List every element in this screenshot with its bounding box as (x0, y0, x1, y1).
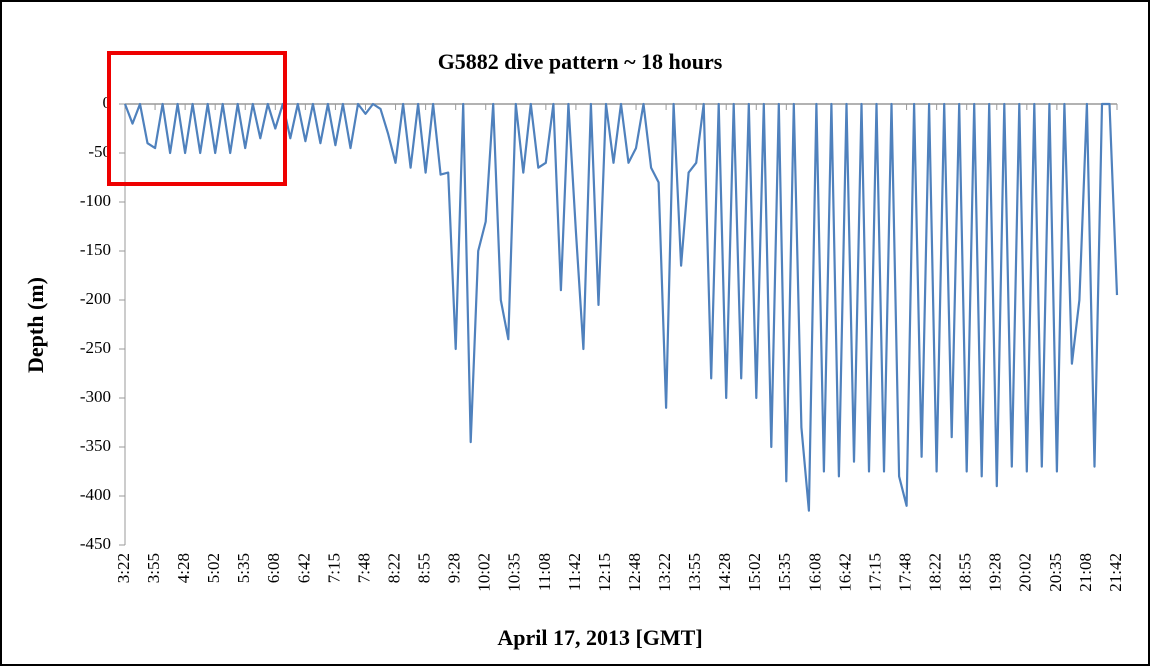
x-tick-label: 8:22 (384, 553, 403, 583)
x-tick-label: 6:08 (264, 553, 283, 583)
x-tick-label: 13:22 (655, 553, 674, 592)
x-tick-label: 11:42 (565, 553, 584, 591)
y-tick-label: -150 (80, 240, 111, 259)
x-tick-label: 11:08 (535, 553, 554, 591)
y-tick-label: -50 (88, 142, 111, 161)
x-tick-label: 7:15 (324, 553, 343, 583)
x-tick-label: 20:02 (1016, 553, 1035, 592)
x-tick-label: 19:28 (986, 553, 1005, 592)
y-tick-label: 0 (103, 93, 112, 112)
y-tick-label: -300 (80, 387, 111, 406)
x-tick-label: 17:15 (865, 553, 884, 592)
x-tick-label: 3:55 (144, 553, 163, 583)
y-tick-label: -250 (80, 338, 111, 357)
x-tick-label: 10:35 (505, 553, 524, 592)
x-tick-label: 8:55 (415, 553, 434, 583)
x-tick-label: 4:28 (174, 553, 193, 583)
x-tick-label: 18:55 (956, 553, 975, 592)
x-tick-label: 12:15 (595, 553, 614, 592)
x-tick-label: 5:35 (234, 553, 253, 583)
x-tick-label: 20:35 (1046, 553, 1065, 592)
x-tick-label: 13:55 (685, 553, 704, 592)
x-tick-label: 5:02 (204, 553, 223, 583)
x-tick-label: 7:48 (354, 553, 373, 583)
y-tick-label: -350 (80, 436, 111, 455)
x-tick-label: 15:02 (745, 553, 764, 592)
x-tick-label: 16:42 (835, 553, 854, 592)
x-tick-label: 6:42 (294, 553, 313, 583)
y-tick-label: -100 (80, 191, 111, 210)
x-tick-label: 3:22 (114, 553, 133, 583)
x-tick-label: 9:28 (445, 553, 464, 583)
y-axis-title: Depth (m) (23, 277, 48, 373)
x-tick-label: 21:42 (1106, 553, 1125, 592)
highlight-box (107, 51, 287, 186)
y-tick-label: -450 (80, 534, 111, 553)
data-line (123, 102, 1119, 512)
x-tick-label: 14:28 (715, 553, 734, 592)
chart-title: G5882 dive pattern ~ 18 hours (438, 49, 723, 74)
x-tick-label: 21:08 (1076, 553, 1095, 592)
plot: 0 -50 -100 -150 -200 -250 -300 -350 -400 -4503:22… (80, 93, 1125, 592)
y-tick-label: -200 (80, 289, 111, 308)
x-tick-label: 18:22 (926, 553, 945, 592)
x-axis-title: April 17, 2013 [GMT] (497, 625, 702, 650)
x-tick-label: 12:48 (625, 553, 644, 592)
x-tick-label: 15:35 (775, 553, 794, 592)
x-tick-label: 10:02 (475, 553, 494, 592)
x-tick-label: 17:48 (895, 553, 914, 592)
y-tick-label: -400 (80, 485, 111, 504)
x-tick-label: 16:08 (805, 553, 824, 592)
